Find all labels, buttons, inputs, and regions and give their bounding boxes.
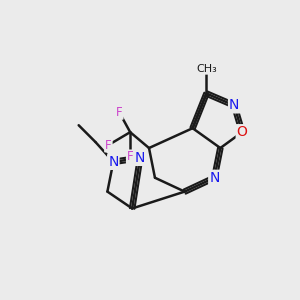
Text: N: N <box>229 98 239 112</box>
Text: O: O <box>237 125 248 139</box>
Text: N: N <box>209 171 220 185</box>
Text: F: F <box>116 106 123 119</box>
Text: N: N <box>108 155 118 169</box>
Text: F: F <box>127 150 134 164</box>
Text: CH₃: CH₃ <box>196 64 217 74</box>
Text: N: N <box>135 151 145 165</box>
Text: F: F <box>105 139 112 152</box>
